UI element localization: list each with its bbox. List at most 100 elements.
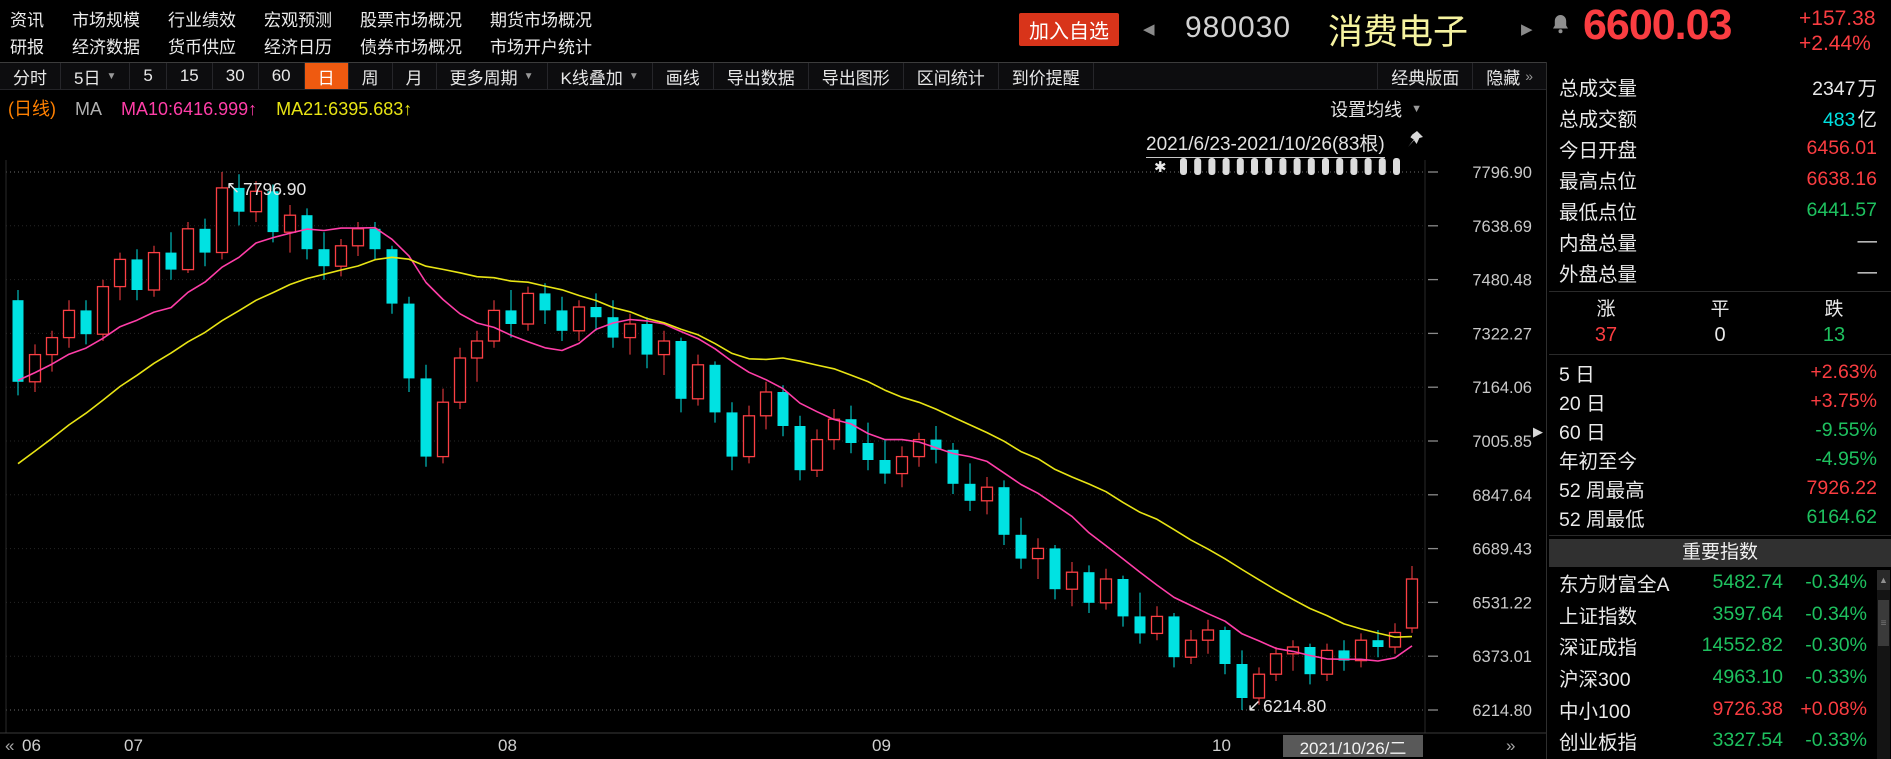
indices-scrollbar[interactable]: ▲ ≡ — [1877, 570, 1890, 759]
candle-down — [12, 300, 24, 382]
index-row-chinext[interactable]: 创业板指 3327.54 -0.33% — [1549, 725, 1891, 757]
nav-item-futures-market-overview[interactable]: 期货市场概况 — [490, 11, 592, 30]
current-date-box[interactable]: 2021/10/26/二 — [1283, 735, 1423, 758]
tab-5min[interactable]: 5 — [130, 63, 167, 89]
stat-value: — — [1857, 230, 1878, 252]
export-chart-button[interactable]: 导出图形 — [809, 63, 904, 89]
navigator-mark[interactable] — [1208, 158, 1216, 175]
ma10-value-label: MA10:6416.999↑ — [121, 99, 258, 119]
tab-60min[interactable]: 60 — [259, 63, 305, 89]
range-stats-button[interactable]: 区间统计 — [904, 63, 999, 89]
scrollbar-thumb[interactable]: ≡ — [1878, 600, 1889, 646]
nav-item-account-opening-stats[interactable]: 市场开户统计 — [490, 38, 592, 57]
hide-panel-button[interactable]: 隐藏» — [1486, 68, 1533, 88]
divider — [1549, 535, 1891, 536]
tab-5day-dropdown[interactable]: 5日 ▼ — [61, 63, 131, 89]
navigator-mark[interactable] — [1265, 158, 1273, 175]
perf-value: 7926.22 — [1806, 477, 1878, 499]
tab-daily-active[interactable]: 日 — [304, 63, 349, 89]
nav-item-bond-market-overview[interactable]: 债券市场概况 — [360, 38, 462, 57]
candle-up — [810, 438, 824, 471]
perf-row-ytd: 年初至今 -4.95% — [1549, 445, 1891, 474]
nav-item-economic-data[interactable]: 经济数据 — [72, 38, 140, 57]
nav-item-industry-performance[interactable]: 行业绩效 — [168, 11, 236, 30]
candle-up — [470, 340, 484, 359]
navigator-mark[interactable] — [1322, 158, 1329, 175]
candle-up — [436, 401, 450, 458]
navigator-mark[interactable] — [1364, 158, 1372, 175]
nav-item-news[interactable]: 资讯 — [10, 11, 44, 30]
candle-up — [283, 214, 297, 233]
nav-item-money-supply[interactable]: 货币供应 — [168, 38, 236, 57]
tab-intraday[interactable]: 分时 — [0, 63, 61, 89]
candle-down — [131, 259, 143, 290]
scroll-up-icon[interactable]: ▲ — [1877, 570, 1890, 590]
unchanged-col: 平 0 — [1663, 297, 1777, 348]
navigator-mark[interactable] — [1279, 158, 1287, 175]
navigator-mark[interactable] — [1378, 158, 1386, 175]
candle-down — [1372, 640, 1384, 647]
scroll-back-icon[interactable]: « — [5, 736, 14, 755]
pushpin-icon[interactable] — [1406, 130, 1424, 148]
navigator-mark[interactable] — [1293, 158, 1301, 175]
navigator-mark[interactable] — [1236, 158, 1244, 175]
nav-item-market-scale[interactable]: 市场规模 — [72, 11, 140, 30]
next-symbol-icon[interactable]: ▶ — [1521, 21, 1533, 38]
draw-line-button[interactable]: 画线 — [653, 63, 714, 89]
ma21-value-label: MA21:6395.683↑ — [276, 99, 413, 119]
y-axis-label: 7005.85 — [1472, 433, 1532, 451]
candle-up — [1184, 639, 1198, 658]
navigator-mark[interactable] — [1222, 158, 1230, 175]
tab-weekly[interactable]: 周 — [349, 63, 393, 89]
navigator-mark[interactable] — [1180, 158, 1187, 175]
stat-row-total-volume: 总成交量 2347 万 — [1549, 71, 1891, 102]
y-axis-label: 6847.64 — [1472, 487, 1532, 505]
tab-15min[interactable]: 15 — [167, 63, 213, 89]
add-to-watchlist-button[interactable]: 加入自选 — [1019, 13, 1119, 46]
x-axis-label: 06 — [22, 736, 41, 755]
perf-row-5d: 5 日 +2.63% — [1549, 358, 1891, 387]
navigator-mark[interactable] — [1393, 158, 1400, 175]
index-row-dfcf-all-a[interactable]: 东方财富全A 5482.74 -0.34% — [1549, 567, 1891, 599]
navigator-mark[interactable] — [1350, 158, 1358, 175]
more-periods-dropdown[interactable]: 更多周期 ▼ — [437, 63, 548, 89]
nav-item-macro-forecast[interactable]: 宏观预测 — [264, 11, 332, 30]
prev-symbol-icon[interactable]: ◀ — [1143, 21, 1155, 38]
index-row-zx100[interactable]: 中小100 9726.38 +0.08% — [1549, 693, 1891, 725]
candle-down — [420, 378, 432, 457]
perf-row-20d: 20 日 +3.75% — [1549, 387, 1891, 416]
range-navigator: ✱ — [1154, 158, 1400, 176]
price-gridlines — [5, 160, 1426, 733]
export-data-button[interactable]: 导出数据 — [714, 63, 809, 89]
perf-row-52w-high: 52 周最高 7926.22 — [1549, 474, 1891, 503]
stat-label: 最高点位 — [1559, 171, 1638, 193]
candle-down — [726, 412, 738, 457]
classic-layout-button[interactable]: 经典版面 — [1377, 63, 1474, 89]
nav-item-economic-calendar[interactable]: 经济日历 — [264, 38, 332, 57]
price-alert-button[interactable]: 到价提醒 — [999, 63, 1094, 89]
navigator-mark[interactable] — [1336, 158, 1344, 175]
navigator-mark[interactable] — [1194, 158, 1202, 175]
tab-monthly[interactable]: 月 — [393, 63, 437, 89]
kline-overlay-dropdown[interactable]: K线叠加 ▼ — [548, 63, 653, 89]
scroll-forward-icon[interactable]: » — [1506, 736, 1515, 755]
panel-collapse-handle-icon[interactable]: ▶ — [1533, 424, 1543, 439]
candle-up — [827, 418, 841, 441]
index-row-hs300[interactable]: 沪深300 4963.10 -0.33% — [1549, 662, 1891, 694]
navigator-mark[interactable] — [1251, 158, 1258, 175]
stat-value: 2347 — [1812, 78, 1856, 100]
kline-chart[interactable]: 7796.90 7638.69 7480.48 7322.27 7164.06 7005.… — [0, 90, 1546, 759]
candle-up — [759, 391, 773, 417]
perf-label: 年初至今 — [1559, 451, 1638, 473]
navigator-mark[interactable] — [1307, 158, 1315, 175]
date-range-link[interactable]: 2021/6/23-2021/10/26(83根) — [1146, 129, 1385, 158]
nav-item-stock-market-overview[interactable]: 股票市场概况 — [360, 11, 462, 30]
candle-up — [1388, 631, 1402, 648]
nav-item-research-reports[interactable]: 研报 — [10, 38, 44, 57]
alert-bell-icon[interactable] — [1551, 14, 1570, 35]
tab-30min[interactable]: 30 — [213, 63, 259, 89]
index-row-sse[interactable]: 上证指数 3597.64 -0.34% — [1549, 599, 1891, 631]
ma-settings-button[interactable]: 设置均线 ▼ — [1330, 100, 1422, 120]
index-row-szse[interactable]: 深证成指 14552.82 -0.30% — [1549, 630, 1891, 662]
